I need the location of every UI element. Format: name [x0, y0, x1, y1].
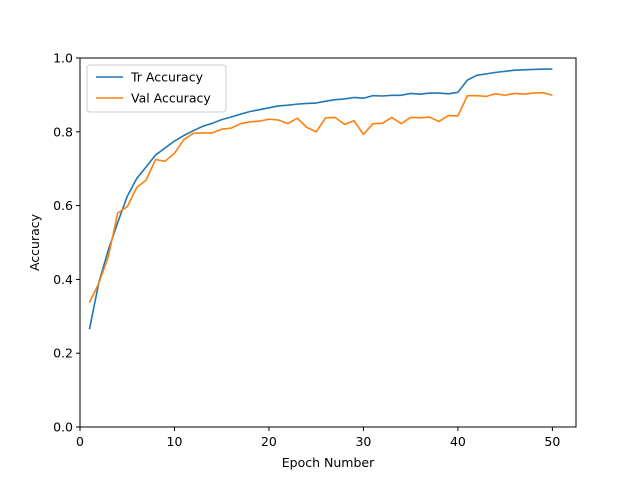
x-tick-label: 30	[355, 434, 371, 449]
y-tick-label: 0.2	[53, 346, 73, 361]
y-tick-label: 0.4	[53, 272, 73, 287]
y-axis-ticks: 0.0 0.2 0.4 0.6 0.8 1.0	[53, 51, 80, 435]
y-tick-label: 0.0	[53, 420, 73, 435]
legend-label-1: Tr Accuracy	[130, 70, 204, 85]
x-tick-label: 0	[76, 434, 84, 449]
series-line-2	[88, 91, 553, 303]
legend: Tr Accuracy Val Accuracy	[86, 64, 227, 113]
y-tick-label: 1.0	[53, 51, 73, 66]
y-axis-label: Accuracy	[27, 213, 42, 271]
x-axis-label: Epoch Number	[282, 455, 375, 470]
y-tick-label: 0.8	[53, 124, 73, 139]
y-tick-label: 0.6	[53, 198, 73, 213]
x-tick-label: 20	[261, 434, 277, 449]
x-tick-label: 50	[544, 434, 560, 449]
series-line-1	[88, 68, 553, 330]
legend-label-2: Val Accuracy	[131, 91, 211, 106]
x-axis-ticks: 0 10 20 30 40 50	[76, 427, 560, 449]
x-tick-label: 40	[450, 434, 466, 449]
series-layer	[88, 68, 553, 330]
axes-frame	[79, 57, 577, 428]
x-tick-label: 10	[167, 434, 183, 449]
